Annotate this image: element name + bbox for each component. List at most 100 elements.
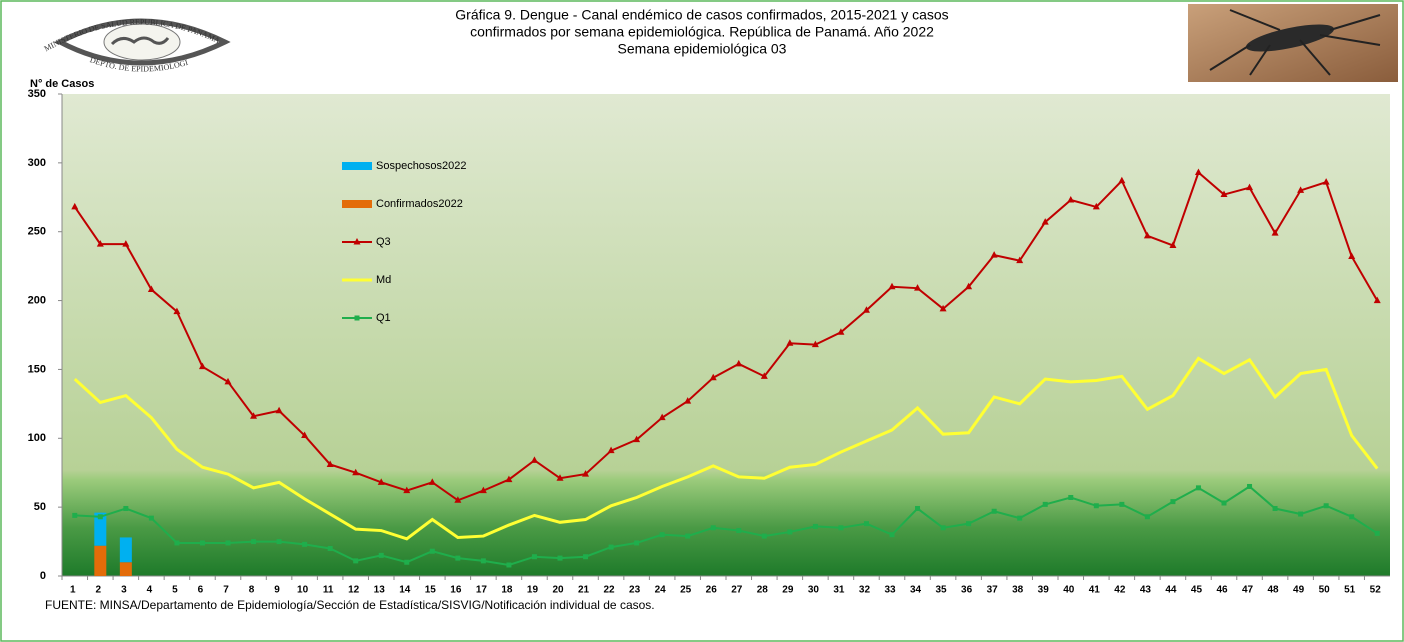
x-tick-label: 24 xyxy=(655,585,667,596)
point xyxy=(915,506,920,511)
x-tick-label: 46 xyxy=(1216,585,1228,596)
point xyxy=(813,524,818,529)
legend-swatch xyxy=(342,162,372,170)
x-tick-label: 41 xyxy=(1089,585,1101,596)
title-line: confirmados por semana epidemiológica. R… xyxy=(470,24,934,40)
x-tick-label: 47 xyxy=(1242,585,1254,596)
x-tick-label: 25 xyxy=(680,585,692,596)
x-tick-label: 31 xyxy=(833,585,845,596)
y-tick-label: 200 xyxy=(28,294,46,306)
point xyxy=(98,514,103,519)
x-tick-label: 7 xyxy=(223,585,229,596)
point xyxy=(123,506,128,511)
x-tick-label: 49 xyxy=(1293,585,1305,596)
x-tick-label: 30 xyxy=(808,585,820,596)
x-tick-label: 51 xyxy=(1344,585,1356,596)
x-tick-label: 5 xyxy=(172,585,178,596)
legend-marker xyxy=(355,316,360,321)
x-tick-label: 29 xyxy=(782,585,794,596)
chart: MINISTERIO DE SALUD REPUBLICA DE PANAMA … xyxy=(0,0,1404,642)
x-tick-label: 50 xyxy=(1319,585,1331,596)
x-tick-label: 23 xyxy=(629,585,641,596)
point xyxy=(1119,502,1124,507)
x-tick-label: 11 xyxy=(323,585,334,596)
point xyxy=(481,558,486,563)
point xyxy=(72,513,77,518)
point xyxy=(685,534,690,539)
x-tick-label: 26 xyxy=(706,585,718,596)
x-tick-label: 2 xyxy=(96,585,102,596)
point xyxy=(353,558,358,563)
x-tick-label: 43 xyxy=(1140,585,1152,596)
x-tick-label: 6 xyxy=(198,585,204,596)
y-tick-label: 350 xyxy=(28,88,46,100)
point xyxy=(430,549,435,554)
point xyxy=(1170,499,1175,504)
legend-label: Q1 xyxy=(376,312,391,324)
x-tick-label: 21 xyxy=(578,585,590,596)
x-tick-label: 36 xyxy=(961,585,973,596)
point xyxy=(1196,485,1201,490)
point xyxy=(992,509,997,514)
plot-area xyxy=(62,94,1390,576)
point xyxy=(200,540,205,545)
legend-label: Md xyxy=(376,274,391,286)
bar xyxy=(94,546,106,576)
x-tick-label: 52 xyxy=(1370,585,1382,596)
x-tick-label: 45 xyxy=(1191,585,1203,596)
point xyxy=(558,556,563,561)
source-note: FUENTE: MINSA/Departamento de Epidemiolo… xyxy=(45,598,655,612)
x-tick-label: 48 xyxy=(1268,585,1280,596)
point xyxy=(609,545,614,550)
point xyxy=(1017,516,1022,521)
x-tick-label: 32 xyxy=(859,585,871,596)
point xyxy=(634,540,639,545)
x-tick-label: 38 xyxy=(1012,585,1024,596)
point xyxy=(1145,514,1150,519)
x-tick-label: 28 xyxy=(757,585,769,596)
point xyxy=(711,525,716,530)
point xyxy=(1222,501,1227,506)
y-tick-label: 100 xyxy=(28,432,46,444)
point xyxy=(149,516,154,521)
x-tick-label: 16 xyxy=(450,585,462,596)
point xyxy=(660,532,665,537)
point xyxy=(1094,503,1099,508)
point xyxy=(1375,531,1380,536)
point xyxy=(787,529,792,534)
title-line: Semana epidemiológica 03 xyxy=(618,41,787,57)
x-tick-label: 22 xyxy=(604,585,616,596)
point xyxy=(890,532,895,537)
point xyxy=(736,528,741,533)
x-tick-label: 4 xyxy=(147,585,153,596)
point xyxy=(1043,502,1048,507)
y-tick-label: 50 xyxy=(34,501,46,513)
x-tick-label: 13 xyxy=(374,585,386,596)
point xyxy=(583,554,588,559)
x-tick-label: 1 xyxy=(70,585,76,596)
point xyxy=(251,539,256,544)
y-tick-label: 0 xyxy=(40,570,46,582)
x-tick-label: 10 xyxy=(297,585,309,596)
point xyxy=(328,546,333,551)
point xyxy=(277,539,282,544)
x-tick-label: 37 xyxy=(987,585,999,596)
x-tick-label: 35 xyxy=(936,585,948,596)
point xyxy=(302,542,307,547)
mosquito-photo xyxy=(1188,4,1398,82)
x-tick-label: 18 xyxy=(501,585,513,596)
x-tick-label: 20 xyxy=(552,585,564,596)
point xyxy=(226,540,231,545)
point xyxy=(1349,514,1354,519)
point xyxy=(1273,506,1278,511)
point xyxy=(455,556,460,561)
point xyxy=(1247,484,1252,489)
x-tick-label: 42 xyxy=(1114,585,1126,596)
point xyxy=(864,521,869,526)
x-tick-label: 33 xyxy=(884,585,896,596)
x-tick-label: 19 xyxy=(527,585,539,596)
point xyxy=(838,525,843,530)
x-tick-label: 17 xyxy=(476,585,488,596)
x-tick-label: 34 xyxy=(910,585,922,596)
point xyxy=(762,534,767,539)
